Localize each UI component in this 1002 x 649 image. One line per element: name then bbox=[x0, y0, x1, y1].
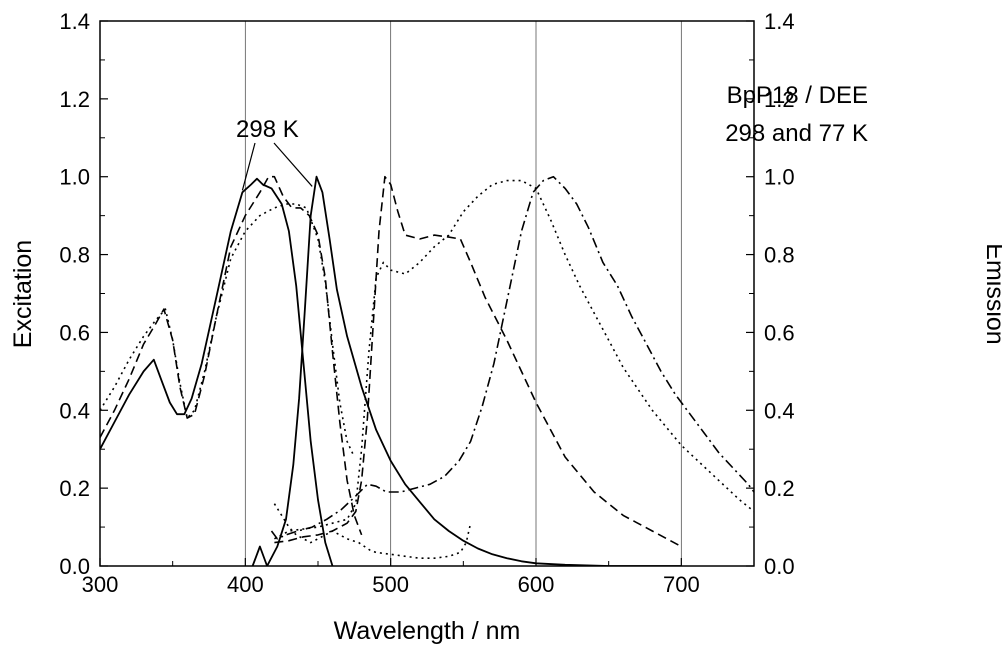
right-axis-ticks: 0.0 0.2 0.4 0.6 0.8 1.0 1.2 1.4 bbox=[746, 9, 795, 579]
left-tick-label-1.4: 1.4 bbox=[59, 9, 90, 34]
x-tick-label-600: 600 bbox=[518, 572, 555, 597]
series-line-3-dashed bbox=[100, 175, 363, 536]
left-tick-label-0.4: 0.4 bbox=[59, 398, 90, 423]
right-tick-label-1.0: 1.0 bbox=[764, 165, 795, 190]
right-tick-label-0.2: 0.2 bbox=[764, 476, 795, 501]
grid-lines bbox=[244, 21, 682, 566]
x-tick-label-700: 700 bbox=[663, 572, 700, 597]
annotation-298k: 298 K bbox=[236, 116, 299, 143]
left-axis-title: Excitation bbox=[9, 240, 37, 348]
x-tick-label-300: 300 bbox=[82, 572, 119, 597]
right-tick-label-1.4: 1.4 bbox=[764, 9, 795, 34]
plot-area bbox=[100, 21, 754, 566]
right-tick-label-0.0: 0.0 bbox=[764, 554, 795, 579]
left-tick-label-0.6: 0.6 bbox=[59, 320, 90, 345]
series-line-7-dotted bbox=[273, 503, 472, 559]
x-axis-ticks: 300 400 500 600 700 bbox=[82, 558, 700, 597]
x-axis-title: Wavelength / nm bbox=[334, 617, 521, 645]
x-tick-label-400: 400 bbox=[227, 572, 264, 597]
left-tick-label-1.0: 1.0 bbox=[59, 165, 90, 190]
left-tick-label-0.8: 0.8 bbox=[59, 243, 90, 268]
left-tick-label-0.0: 0.0 bbox=[59, 554, 90, 579]
label-leader-line-2 bbox=[273, 142, 313, 187]
right-tick-label-0.4: 0.4 bbox=[764, 398, 795, 423]
right-axis-title: Emission bbox=[981, 243, 1002, 344]
series-line-2-solid bbox=[251, 175, 682, 566]
left-axis-ticks: 0.0 0.2 0.4 0.6 0.8 1.0 1.2 1.4 bbox=[59, 9, 108, 579]
right-tick-label-0.8: 0.8 bbox=[764, 243, 795, 268]
series-line-8-dashdot bbox=[270, 175, 754, 540]
left-tick-label-0.2: 0.2 bbox=[59, 476, 90, 501]
left-tick-label-1.2: 1.2 bbox=[59, 87, 90, 112]
x-tick-label-500: 500 bbox=[372, 572, 409, 597]
series-line-5-dotted bbox=[100, 203, 356, 458]
legend-text-line-1: BpP18 / DEE bbox=[727, 82, 868, 109]
series-group bbox=[100, 175, 754, 566]
legend-text-line-2: 298 and 77 K bbox=[725, 120, 868, 147]
right-tick-label-0.6: 0.6 bbox=[764, 320, 795, 345]
right-tick-label-1.2: 1.2 bbox=[764, 87, 795, 112]
series-line-4-dashed bbox=[274, 175, 682, 548]
label-leader-line-1 bbox=[241, 142, 256, 191]
